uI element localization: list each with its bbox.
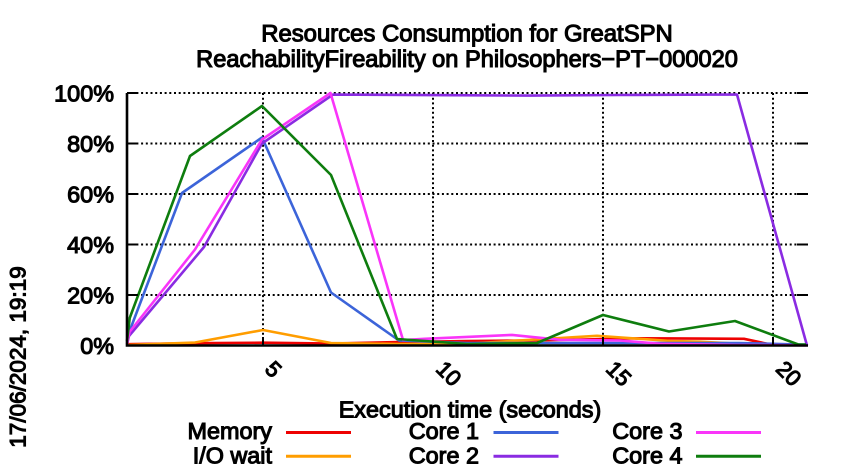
- svg-text:Core 4: Core 4: [612, 443, 682, 469]
- svg-text:ReachabilityFireability on Phi: ReachabilityFireability on Philosophers−…: [196, 47, 738, 73]
- svg-text:17/06/2024, 19:19: 17/06/2024, 19:19: [5, 266, 30, 447]
- svg-text:80%: 80%: [67, 131, 114, 157]
- svg-text:I/O wait: I/O wait: [193, 443, 273, 469]
- svg-text:Core 3: Core 3: [612, 418, 682, 444]
- svg-text:Core 1: Core 1: [409, 418, 479, 444]
- svg-text:40%: 40%: [67, 232, 114, 258]
- svg-text:Memory: Memory: [188, 418, 273, 444]
- svg-text:100%: 100%: [54, 81, 114, 107]
- svg-text:0%: 0%: [80, 333, 114, 359]
- svg-text:Resources Consumption for Grea: Resources Consumption for GreatSPN: [261, 21, 673, 48]
- svg-text:Core 2: Core 2: [409, 443, 479, 469]
- svg-text:60%: 60%: [67, 182, 114, 208]
- svg-text:20%: 20%: [67, 283, 114, 309]
- svg-text:Execution time (seconds): Execution time (seconds): [339, 397, 602, 423]
